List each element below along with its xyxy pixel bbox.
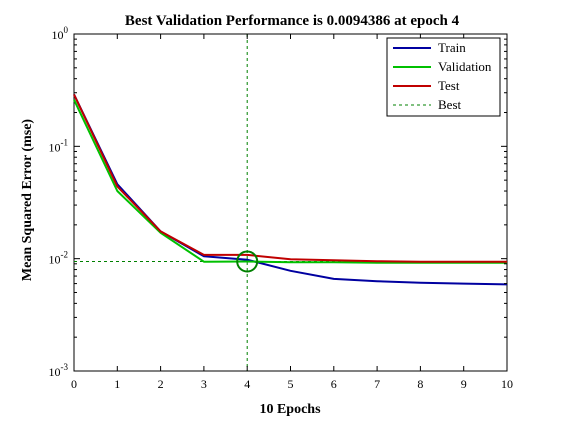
ticks-layer: 0 1 2 3 4 5 6 7 8 9 10 100 10-1 10-2 10-3 xyxy=(49,25,514,391)
legend: Train Validation Test Best xyxy=(386,37,501,117)
legend-label-test: Test xyxy=(438,78,460,93)
x-tick-label: 5 xyxy=(288,377,294,391)
y-tick-label: 100 xyxy=(52,25,69,42)
x-tick-label: 9 xyxy=(461,377,467,391)
y-tick-label: 10-3 xyxy=(49,362,69,379)
y-axis-label: Mean Squared Error (mse) xyxy=(20,119,35,281)
x-tick-label: 2 xyxy=(158,377,164,391)
legend-label-train: Train xyxy=(438,40,466,55)
x-tick-label: 7 xyxy=(374,377,380,391)
series-layer xyxy=(73,93,508,286)
legend-label-best: Best xyxy=(438,97,462,112)
series-line-validation xyxy=(73,99,507,264)
chart-title: Best Validation Performance is 0.0094386… xyxy=(125,13,460,29)
y-tick-label: 10-2 xyxy=(49,250,69,267)
x-tick-label: 3 xyxy=(201,377,207,391)
x-tick-label: 8 xyxy=(417,377,423,391)
x-axis-label: 10 Epochs xyxy=(259,402,321,417)
legend-label-validation: Validation xyxy=(438,59,492,74)
best-point-circle xyxy=(236,250,259,273)
x-tick-label: 0 xyxy=(71,377,77,391)
x-tick-label: 4 xyxy=(244,377,250,391)
x-tick-label: 6 xyxy=(331,377,337,391)
legend-box xyxy=(386,37,501,117)
series-line-test xyxy=(73,93,507,263)
y-tick-label: 10-1 xyxy=(49,137,69,154)
x-tick-label: 10 xyxy=(501,377,513,391)
x-tick-label: 1 xyxy=(114,377,120,391)
